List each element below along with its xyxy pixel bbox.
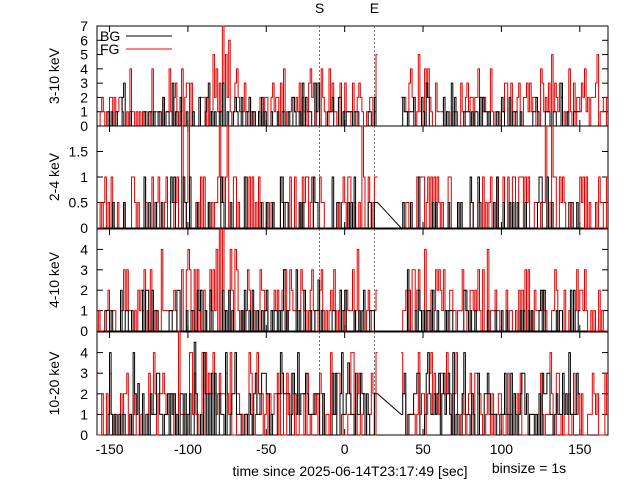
panel-1-bg-series — [103, 176, 580, 229]
panel-1-ytick-label: 1.5 — [69, 144, 89, 160]
panel-3-bg-series — [103, 341, 580, 436]
panel-2-ytick-label: 2 — [80, 282, 88, 298]
panel-0-ytick-label: 1 — [80, 104, 88, 120]
panel-2-ytick-label: 1 — [80, 303, 88, 319]
panel-0-ytick-label: 6 — [80, 32, 88, 48]
xtick-label: 0 — [341, 441, 349, 457]
panel-2-ylabel: 4-10 keV — [46, 251, 62, 308]
panel-1-ylabel: 2-4 keV — [46, 152, 62, 201]
panel-3-frame — [96, 331, 609, 436]
panel-2-ytick-label: 4 — [80, 241, 88, 257]
xtick-label: 50 — [415, 441, 431, 457]
xtick-label: 100 — [490, 441, 514, 457]
panel-0-ytick-label: 7 — [80, 18, 88, 34]
panel-0-ytick-label: 4 — [80, 61, 88, 77]
panel-3-ytick-label: 0 — [80, 427, 88, 443]
xtick-label: -150 — [96, 441, 124, 457]
panel-0-ytick-label: 0 — [80, 118, 88, 134]
xtick-label: -100 — [174, 441, 202, 457]
panel-3-ytick-label: 2 — [80, 386, 88, 402]
x-axis-label: time since 2025-06-14T23:17:49 [sec] — [232, 463, 467, 479]
xtick-label: 150 — [568, 441, 592, 457]
panel-1-ytick-label: 1 — [80, 169, 88, 185]
panel-3-ytick-label: 4 — [80, 345, 88, 361]
panel-0-ytick-label: 2 — [80, 89, 88, 105]
panel-0-ytick-label: 5 — [80, 47, 88, 63]
binsize-label: binsize = 1s — [492, 460, 566, 476]
xtick-label: -50 — [256, 441, 276, 457]
marker-label-s: S — [315, 0, 324, 16]
panel-0-ylabel: 3-10 keV — [46, 47, 62, 104]
legend-label-fg: FG — [100, 41, 119, 57]
panel-3-ytick-label: 3 — [80, 365, 88, 381]
legend-label-bg: BG — [100, 28, 120, 44]
panel-1-ytick-label: 0.5 — [69, 195, 89, 211]
panel-0-ytick-label: 3 — [80, 75, 88, 91]
marker-label-e: E — [370, 0, 379, 16]
panel-3-ylabel: 10-20 keV — [46, 351, 62, 415]
panel-1-ytick-label: 0 — [80, 220, 88, 236]
panel-2-ytick-label: 3 — [80, 262, 88, 278]
panel-2-bg-series — [103, 269, 580, 332]
panel-3-fg-series — [97, 331, 608, 436]
panel-3-ytick-label: 1 — [80, 406, 88, 422]
panel-2-ytick-label: 0 — [80, 323, 88, 339]
